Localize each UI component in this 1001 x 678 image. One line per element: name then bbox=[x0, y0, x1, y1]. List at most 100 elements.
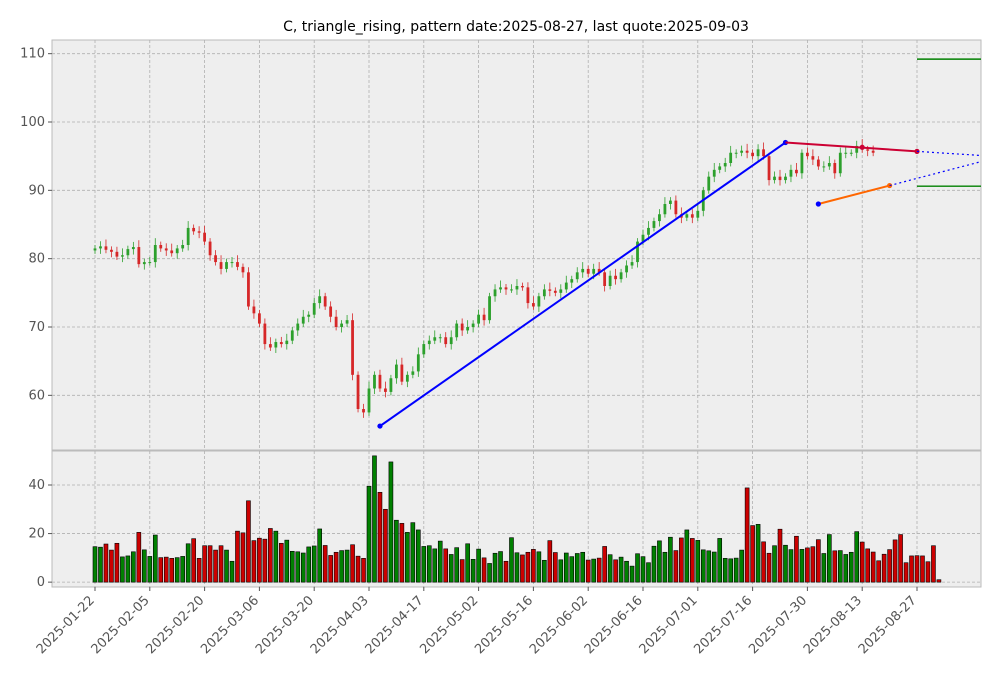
volume-bar bbox=[580, 551, 586, 583]
candle-body bbox=[723, 163, 727, 167]
candle-body bbox=[356, 374, 360, 409]
candle-body bbox=[449, 337, 453, 345]
volume-bar bbox=[131, 551, 136, 583]
volume-bar bbox=[837, 550, 843, 583]
volume-bar bbox=[936, 579, 942, 583]
volume-bar bbox=[235, 530, 240, 583]
candle-body bbox=[378, 374, 382, 389]
candle-body bbox=[641, 234, 645, 242]
volume-bar bbox=[832, 550, 838, 583]
candle-body bbox=[252, 306, 256, 314]
volume-bar bbox=[591, 558, 596, 583]
volume-bar bbox=[646, 562, 651, 583]
volume-bar bbox=[257, 537, 262, 583]
volume-bar bbox=[185, 543, 191, 583]
volume-bar bbox=[733, 557, 739, 583]
price-tick-label: 90 bbox=[28, 183, 45, 198]
volume-bar bbox=[437, 540, 443, 583]
candle-body bbox=[323, 296, 327, 307]
volume-bar bbox=[333, 551, 339, 583]
volume-bar bbox=[443, 548, 449, 583]
price-tick-label: 80 bbox=[28, 252, 45, 267]
candle-body bbox=[767, 156, 771, 181]
volume-bar bbox=[931, 545, 936, 583]
volume-bar bbox=[854, 531, 860, 583]
volume-bar bbox=[372, 455, 377, 583]
candle-body bbox=[789, 169, 793, 177]
candle-body bbox=[170, 250, 174, 254]
candle-body bbox=[619, 272, 623, 280]
candle-body bbox=[537, 296, 541, 307]
candle-body bbox=[93, 248, 97, 251]
volume-bar bbox=[881, 553, 887, 583]
candle-body bbox=[745, 150, 749, 153]
volume-bar bbox=[355, 555, 361, 583]
candle-body bbox=[455, 323, 459, 338]
candlesticks bbox=[93, 139, 875, 418]
price-panel-background bbox=[51, 39, 982, 451]
candle-body bbox=[241, 266, 245, 273]
candle-body bbox=[784, 176, 787, 181]
candle-body bbox=[734, 152, 738, 154]
volume-bar bbox=[196, 558, 202, 583]
x-axis: 2025-01-222025-02-052025-02-202025-03-06… bbox=[34, 587, 920, 657]
volume-bar bbox=[783, 544, 788, 583]
candle-body bbox=[285, 340, 289, 345]
candle-body bbox=[104, 246, 108, 250]
volume-bar bbox=[158, 557, 164, 583]
volume-bar bbox=[426, 545, 432, 583]
volume-bar bbox=[410, 522, 416, 583]
volume-bar bbox=[547, 540, 553, 583]
candle-body bbox=[504, 287, 508, 290]
candle-body bbox=[181, 245, 185, 249]
volume-bar bbox=[766, 552, 772, 583]
pivot-point bbox=[377, 423, 383, 429]
volume-bar bbox=[498, 551, 503, 583]
volume-bar bbox=[772, 545, 777, 583]
volume-bar bbox=[273, 530, 279, 583]
candle-body bbox=[542, 289, 546, 297]
candle-body bbox=[186, 227, 190, 245]
candle-body bbox=[636, 241, 639, 263]
candle-body bbox=[603, 272, 607, 286]
candle-body bbox=[806, 152, 809, 157]
candle-body bbox=[838, 152, 842, 174]
candle-body bbox=[203, 232, 206, 242]
volume-bar bbox=[870, 551, 876, 583]
volume-bar bbox=[558, 559, 564, 583]
volume-bar bbox=[481, 557, 487, 583]
candle-body bbox=[751, 152, 754, 157]
candle-body bbox=[477, 314, 480, 324]
volume-bar bbox=[202, 545, 207, 583]
candle-body bbox=[729, 152, 733, 163]
volume-bar bbox=[120, 556, 125, 583]
candle-body bbox=[126, 249, 130, 256]
volume-bar bbox=[711, 551, 717, 583]
volume-bar bbox=[114, 542, 120, 583]
candle-body bbox=[685, 214, 689, 218]
volume-bar bbox=[827, 534, 832, 583]
volume-tick-label: 20 bbox=[28, 527, 45, 542]
volume-bar bbox=[361, 558, 366, 583]
volume-bars bbox=[92, 455, 942, 583]
volume-bar bbox=[520, 554, 525, 583]
volume-bar bbox=[679, 537, 684, 583]
candle-body bbox=[669, 200, 672, 204]
price-tick-label: 70 bbox=[28, 320, 45, 335]
candle-body bbox=[307, 314, 311, 317]
candle-body bbox=[192, 227, 196, 232]
candle-body bbox=[148, 262, 152, 264]
volume-bar bbox=[174, 557, 180, 583]
candle-body bbox=[362, 409, 365, 413]
volume-bar bbox=[574, 553, 580, 583]
volume-bar bbox=[728, 558, 733, 583]
volume-bar bbox=[339, 550, 344, 583]
rising-leg-line bbox=[379, 141, 787, 427]
volume-bar bbox=[684, 529, 690, 583]
candle-body bbox=[175, 248, 179, 254]
candle-body bbox=[800, 152, 804, 174]
candle-body bbox=[395, 364, 398, 379]
volume-bar bbox=[399, 523, 405, 583]
volume-bar bbox=[448, 554, 454, 583]
candle-body bbox=[690, 214, 694, 218]
